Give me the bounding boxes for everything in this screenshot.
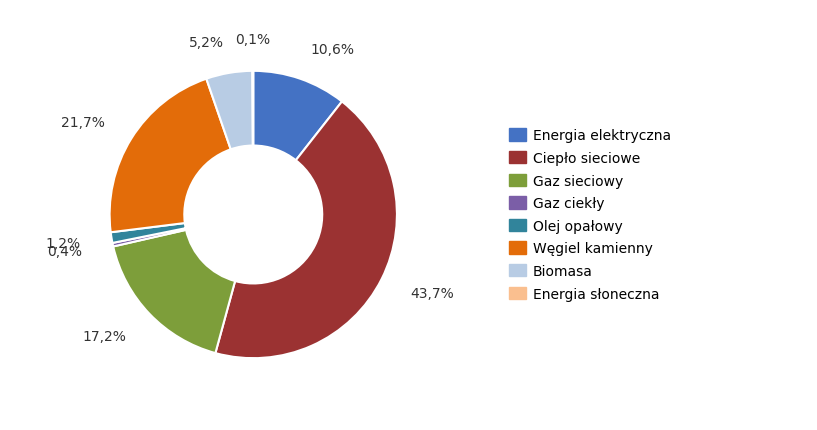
Wedge shape xyxy=(113,229,186,247)
Wedge shape xyxy=(114,230,235,353)
Text: 17,2%: 17,2% xyxy=(83,329,127,343)
Wedge shape xyxy=(252,72,253,146)
Wedge shape xyxy=(111,224,185,243)
Text: 5,2%: 5,2% xyxy=(189,36,224,49)
Text: 1,2%: 1,2% xyxy=(45,236,80,250)
Wedge shape xyxy=(109,80,230,233)
Text: 43,7%: 43,7% xyxy=(410,287,453,301)
Wedge shape xyxy=(216,102,397,358)
Wedge shape xyxy=(253,72,342,161)
Legend: Energia elektryczna, Ciepło sieciowe, Gaz sieciowy, Gaz ciekły, Olej opałowy, Wę: Energia elektryczna, Ciepło sieciowe, Ga… xyxy=(503,123,676,307)
Wedge shape xyxy=(207,72,252,150)
Text: 0,4%: 0,4% xyxy=(47,245,82,259)
Text: 10,6%: 10,6% xyxy=(310,43,355,57)
Text: 0,1%: 0,1% xyxy=(235,33,270,47)
Text: 21,7%: 21,7% xyxy=(60,116,105,129)
